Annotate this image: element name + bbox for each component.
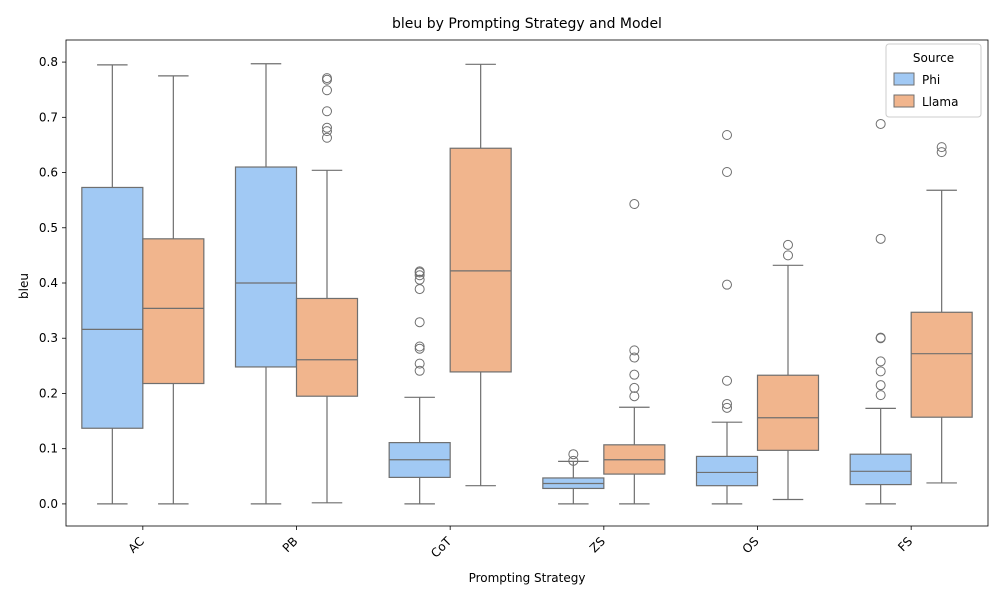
y-tick-label: 0.4 <box>39 276 58 290</box>
outlier-point <box>875 332 886 343</box>
y-tick-label: 0.5 <box>39 221 58 235</box>
plot-frame <box>65 39 989 527</box>
box-iqr <box>910 311 973 418</box>
outlier-point <box>414 341 425 352</box>
outlier-point <box>568 449 579 460</box>
outlier-point <box>722 398 732 409</box>
x-tick-label: FS <box>895 534 915 554</box>
y-tick-label: 0.0 <box>39 497 58 511</box>
y-tick-label: 0.3 <box>39 331 58 345</box>
box-iqr <box>849 453 912 486</box>
y-tick-label: 0.8 <box>39 55 58 69</box>
box-llama-cot <box>449 63 512 487</box>
outlier-point <box>322 132 332 143</box>
x-axis-label: Prompting Strategy <box>469 571 586 585</box>
box-iqr <box>234 166 298 368</box>
box-iqr <box>81 186 144 429</box>
outlier-point <box>722 129 732 140</box>
box-llama-ac <box>142 75 205 505</box>
box-iqr <box>449 147 512 373</box>
outlier-point <box>722 166 732 177</box>
legend-label-llama: Llama <box>922 95 958 109</box>
chart-title: bleu by Prompting Strategy and Model <box>392 16 662 32</box>
outlier-point <box>322 122 332 133</box>
outlier-point <box>875 366 886 377</box>
x-tick-label: PB <box>280 534 301 555</box>
box-iqr <box>756 374 820 451</box>
outlier-point <box>629 352 640 363</box>
y-axis-label: bleu <box>17 273 31 299</box>
legend-title: Source <box>913 51 954 65</box>
box-phi-cot <box>388 266 451 505</box>
box-phi-zs <box>542 449 605 505</box>
outlier-point <box>875 233 886 244</box>
outlier-point <box>783 239 793 250</box>
outlier-point <box>722 279 732 290</box>
outlier-point <box>936 147 947 158</box>
outlier-point <box>875 380 886 391</box>
outlier-point <box>629 382 640 393</box>
legend-label-phi: Phi <box>922 73 940 87</box>
outlier-point <box>414 317 425 328</box>
outlier-point <box>722 402 732 413</box>
outlier-point <box>414 270 425 281</box>
outlier-point <box>414 343 425 354</box>
outlier-point <box>875 118 886 129</box>
outlier-point <box>629 199 640 210</box>
outlier-point <box>322 106 332 117</box>
plot-area <box>81 63 973 505</box>
y-axis: 0.0 0.1 0.2 0.3 0.4 0.5 0.6 0.7 0.8 <box>39 55 66 511</box>
y-tick-label: 0.7 <box>39 110 58 124</box>
x-tick-label: CoT <box>428 534 455 561</box>
outlier-point <box>629 369 640 380</box>
box-llama-fs <box>910 142 973 484</box>
x-tick-label: ZS <box>587 534 608 555</box>
box-phi-os <box>695 129 759 505</box>
y-tick-label: 0.2 <box>39 386 58 400</box>
outlier-point <box>629 391 640 402</box>
outlier-point <box>414 365 425 376</box>
outlier-point <box>875 356 886 367</box>
box-iqr <box>142 238 205 385</box>
box-llama-os <box>756 239 820 501</box>
legend-swatch-llama <box>893 94 915 108</box>
box-phi-pb <box>234 63 298 505</box>
x-tick-label: OS <box>740 534 762 556</box>
y-tick-label: 0.1 <box>39 442 58 456</box>
outlier-point <box>722 375 732 386</box>
outlier-point <box>783 250 793 261</box>
outlier-point <box>936 142 947 153</box>
box-iqr <box>695 455 759 487</box>
outlier-point <box>414 358 425 369</box>
box-phi-fs <box>849 118 912 505</box>
box-iqr <box>295 297 359 397</box>
legend: Source Phi Llama <box>885 43 982 118</box>
outlier-point <box>414 274 425 285</box>
outlier-point <box>414 284 425 295</box>
legend-swatch-phi <box>893 72 915 86</box>
outlier-point <box>322 73 332 84</box>
box-phi-ac <box>81 64 144 505</box>
box-llama-pb <box>295 73 359 504</box>
outlier-point <box>875 390 886 401</box>
x-axis: AC PB CoT ZS OS FS <box>125 526 915 560</box>
y-tick-label: 0.6 <box>39 166 58 180</box>
outlier-point <box>322 85 332 96</box>
outlier-point <box>568 455 579 466</box>
outlier-point <box>414 266 425 277</box>
outlier-point <box>322 126 332 137</box>
box-llama-zs <box>603 199 666 505</box>
outlier-point <box>629 345 640 356</box>
x-tick-label: AC <box>125 534 146 555</box>
